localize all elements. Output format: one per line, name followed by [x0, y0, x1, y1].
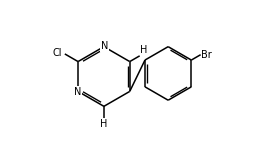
Text: H: H — [100, 119, 108, 129]
Text: Br: Br — [201, 50, 212, 60]
Text: H: H — [140, 45, 148, 55]
Text: N: N — [101, 41, 108, 51]
Text: N: N — [74, 87, 81, 97]
Text: Cl: Cl — [52, 48, 62, 58]
